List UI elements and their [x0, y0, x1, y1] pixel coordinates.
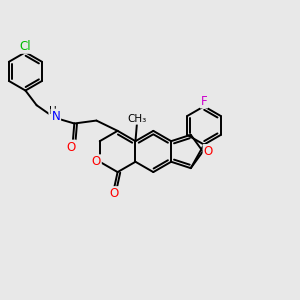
- Text: CH₃: CH₃: [127, 114, 147, 124]
- Text: N: N: [51, 110, 60, 123]
- Text: Cl: Cl: [20, 40, 31, 53]
- Text: O: O: [110, 187, 119, 200]
- Text: H: H: [49, 106, 57, 116]
- Text: O: O: [92, 155, 101, 168]
- Text: F: F: [201, 94, 207, 107]
- Text: O: O: [67, 141, 76, 154]
- Text: O: O: [204, 145, 213, 158]
